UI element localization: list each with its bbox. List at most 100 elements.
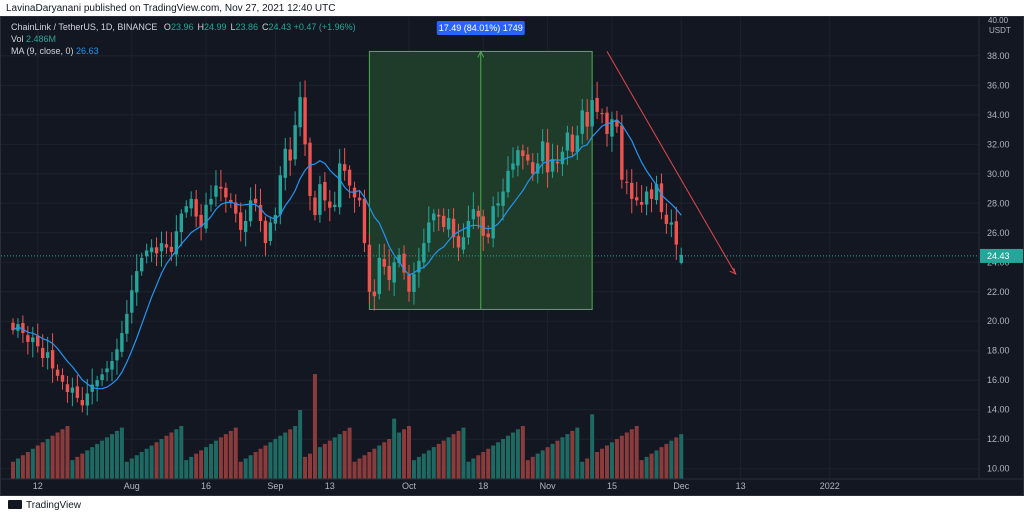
candle-body[interactable] — [382, 259, 386, 267]
tradingview-logo[interactable]: TradingView — [8, 500, 81, 511]
candle-body[interactable] — [441, 215, 446, 227]
candle-body[interactable] — [422, 243, 426, 263]
candle-body[interactable] — [313, 197, 317, 216]
candle-body[interactable] — [432, 213, 436, 221]
candle-body[interactable] — [159, 243, 164, 252]
candle-body[interactable] — [179, 213, 183, 233]
candle-body[interactable] — [11, 322, 15, 331]
candle-body[interactable] — [545, 142, 550, 173]
candle-body[interactable] — [605, 112, 609, 134]
candle-body[interactable] — [560, 151, 565, 165]
candle-body[interactable] — [471, 209, 476, 220]
candle-body[interactable] — [85, 393, 89, 406]
candle-body[interactable] — [50, 350, 55, 369]
candle-body[interactable] — [506, 170, 510, 193]
candle-body[interactable] — [283, 148, 287, 178]
candle-body[interactable] — [397, 254, 401, 263]
candle-body[interactable] — [511, 163, 515, 170]
candle-body[interactable] — [427, 222, 431, 243]
candle-body[interactable] — [90, 384, 94, 392]
candle-body[interactable] — [481, 216, 485, 236]
candle-body[interactable] — [496, 203, 500, 206]
candle-body[interactable] — [323, 182, 327, 201]
candle-body[interactable] — [333, 204, 337, 208]
candle-body[interactable] — [21, 323, 25, 334]
candle-body[interactable] — [476, 210, 480, 217]
candle-body[interactable] — [357, 197, 362, 201]
candle-body[interactable] — [437, 214, 441, 217]
candle-body[interactable] — [347, 169, 352, 186]
time-axis[interactable] — [1, 479, 1023, 495]
candle-body[interactable] — [224, 187, 228, 198]
candle-body[interactable] — [144, 250, 149, 257]
candle-body[interactable] — [446, 218, 451, 230]
candle-body[interactable] — [501, 191, 505, 206]
candle-body[interactable] — [100, 374, 104, 380]
candle-body[interactable] — [461, 237, 466, 250]
candle-body[interactable] — [318, 184, 322, 215]
candle-body[interactable] — [115, 349, 119, 361]
candle-body[interactable] — [253, 198, 258, 204]
candle-body[interactable] — [664, 214, 669, 224]
candle-body[interactable] — [120, 333, 124, 352]
candle-body[interactable] — [189, 198, 193, 209]
candle-body[interactable] — [239, 212, 243, 230]
candle-body[interactable] — [367, 244, 372, 292]
trend-line[interactable] — [606, 51, 737, 275]
ma-label[interactable]: MA (9, close, 0) — [11, 46, 74, 56]
candle-body[interactable] — [204, 204, 208, 229]
candle-body[interactable] — [125, 313, 129, 334]
candle-body[interactable] — [328, 201, 332, 208]
candle-body[interactable] — [630, 182, 634, 199]
candle-body[interactable] — [75, 386, 80, 398]
candle-body[interactable] — [303, 97, 307, 145]
candle-body[interactable] — [531, 162, 535, 174]
candle-body[interactable] — [387, 265, 391, 280]
candle-body[interactable] — [555, 161, 560, 164]
candle-body[interactable] — [600, 113, 604, 115]
candle-body[interactable] — [65, 384, 70, 393]
candle-body[interactable] — [550, 159, 555, 172]
candle-body[interactable] — [570, 134, 575, 152]
candle-body[interactable] — [526, 154, 530, 161]
candle-body[interactable] — [110, 361, 114, 370]
candle-body[interactable] — [31, 337, 35, 343]
candle-body[interactable] — [209, 198, 213, 205]
candle-body[interactable] — [412, 274, 416, 292]
candle-body[interactable] — [521, 150, 525, 157]
candle-body[interactable] — [41, 347, 45, 359]
candle-body[interactable] — [298, 97, 302, 128]
candle-body[interactable] — [516, 150, 520, 166]
candle-body[interactable] — [635, 197, 639, 201]
candle-body[interactable] — [649, 189, 654, 199]
candle-body[interactable] — [140, 257, 144, 272]
candle-body[interactable] — [575, 135, 579, 152]
candle-body[interactable] — [95, 380, 99, 387]
candle-body[interactable] — [248, 200, 253, 222]
candle-body[interactable] — [392, 262, 396, 283]
candle-body[interactable] — [130, 290, 134, 313]
candle-body[interactable] — [308, 142, 312, 196]
candle-body[interactable] — [268, 222, 273, 241]
candle-body[interactable] — [491, 206, 495, 239]
price-chart[interactable]: 10.0012.0014.0016.0018.0020.0022.0024.00… — [0, 16, 1024, 496]
candle-body[interactable] — [377, 257, 381, 295]
candle-body[interactable] — [536, 163, 540, 174]
candle-body[interactable] — [362, 198, 367, 244]
candle-body[interactable] — [80, 400, 84, 406]
candle-body[interactable] — [194, 199, 198, 217]
candle-body[interactable] — [234, 202, 238, 214]
candle-body[interactable] — [590, 100, 594, 127]
candle-body[interactable] — [55, 369, 60, 376]
candle-body[interactable] — [451, 218, 456, 238]
candle-body[interactable] — [184, 206, 188, 213]
candle-body[interactable] — [540, 141, 545, 162]
candle-body[interactable] — [164, 244, 169, 248]
candle-body[interactable] — [585, 112, 589, 127]
candle-body[interactable] — [199, 214, 203, 227]
candle-body[interactable] — [288, 149, 292, 161]
candle-body[interactable] — [669, 222, 674, 225]
candle-body[interactable] — [154, 247, 159, 254]
candle-body[interactable] — [644, 191, 649, 205]
candle-body[interactable] — [105, 368, 109, 373]
